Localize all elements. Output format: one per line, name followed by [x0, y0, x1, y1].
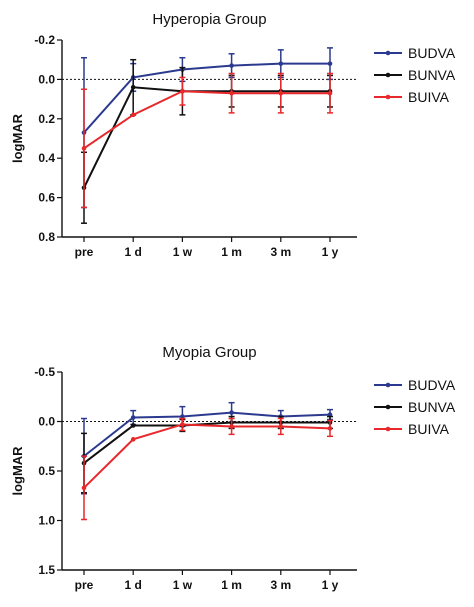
y-tick-label: 0.8	[38, 230, 55, 244]
data-point	[81, 146, 87, 151]
legend-label: BUNVA	[408, 399, 456, 415]
legend-marker	[385, 72, 391, 78]
y-tick-label: 1.5	[38, 563, 55, 577]
series-line	[83, 423, 331, 489]
chart-panel-1: Hyperopia Group -0.2 0.0 0.2 0.4 0.6 0.8 pre 1 d…	[10, 11, 456, 259]
x-tick-label: pre	[75, 578, 94, 592]
legend-marker	[385, 426, 391, 432]
y-axis-label: logMAR	[10, 113, 25, 163]
data-point	[180, 414, 185, 419]
legend-marker	[385, 404, 391, 410]
y-tick-label: 0.0	[38, 72, 55, 86]
data-point	[130, 437, 136, 442]
series-buiva	[81, 417, 333, 521]
series-buiva	[81, 72, 333, 209]
data-point	[180, 422, 185, 427]
x-tick-label: 1 d	[125, 578, 142, 592]
legend-label: BUIVA	[408, 89, 450, 105]
data-point	[327, 61, 333, 66]
data-point	[81, 485, 87, 491]
y-axis-label: logMAR	[10, 446, 25, 496]
legend-entry-buiva: BUIVA	[374, 89, 450, 105]
data-point	[278, 90, 284, 96]
legend-entry-bunva: BUNVA	[374, 399, 456, 415]
legend-entry-budva: BUDVA	[374, 45, 456, 61]
x-tick-label: 1 d	[125, 245, 142, 259]
data-point	[130, 84, 136, 90]
x-tick-label: 1 y	[322, 578, 339, 592]
x-tick-label: pre	[75, 245, 94, 259]
y-tick-label: 0.2	[38, 112, 55, 126]
legend-entry-budva: BUDVA	[374, 377, 456, 393]
x-tick-label: 3 m	[270, 245, 291, 259]
series-line	[83, 421, 330, 464]
data-point	[327, 426, 333, 431]
legend-entry-bunva: BUNVA	[374, 67, 456, 83]
series-line	[83, 90, 330, 150]
data-point	[130, 423, 136, 428]
legend-label: BUDVA	[408, 45, 456, 61]
data-point	[180, 88, 185, 94]
data-point	[229, 410, 234, 415]
series-line	[83, 86, 330, 189]
data-point	[229, 63, 234, 68]
x-tick-label: 3 m	[270, 578, 291, 592]
x-tick-label: 1 m	[221, 245, 242, 259]
chart-panel-2: Myopia Group -0.5 0.0 0.5 1.0 1.5 pre 1 d 1 w 1 m…	[10, 344, 456, 592]
legend-marker	[385, 382, 391, 388]
legend-marker	[385, 50, 391, 56]
legend-entry-buiva: BUIVA	[374, 421, 450, 437]
chart-title: Myopia Group	[162, 344, 256, 361]
data-point	[327, 412, 333, 417]
y-tick-label: -0.2	[34, 33, 55, 47]
series-line	[83, 411, 331, 457]
legend-label: BUIVA	[408, 421, 450, 437]
x-tick-label: 1 m	[221, 578, 242, 592]
legend-marker	[385, 94, 391, 100]
x-tick-label: 1 y	[322, 245, 339, 259]
series-budva	[81, 47, 333, 209]
y-tick-label: 0.6	[38, 191, 55, 205]
series-budva	[81, 401, 333, 495]
y-tick-label: -0.5	[34, 365, 55, 379]
data-point	[278, 61, 284, 66]
data-point	[278, 424, 284, 429]
legend-label: BUDVA	[408, 377, 456, 393]
series-line	[83, 62, 330, 134]
y-tick-label: 0.5	[38, 464, 55, 478]
chart-title: Hyperopia Group	[152, 11, 266, 28]
x-tick-label: 1 w	[173, 578, 193, 592]
y-tick-label: 1.0	[38, 514, 55, 528]
y-tick-label: 0.4	[38, 151, 55, 165]
data-point	[229, 90, 234, 96]
data-point	[229, 424, 234, 429]
series-bunva	[81, 58, 333, 224]
data-point	[327, 90, 333, 96]
x-tick-label: 1 w	[173, 245, 193, 259]
data-point	[130, 112, 136, 118]
legend-label: BUNVA	[408, 67, 456, 83]
y-tick-label: 0.0	[38, 415, 55, 429]
data-point	[130, 415, 136, 420]
